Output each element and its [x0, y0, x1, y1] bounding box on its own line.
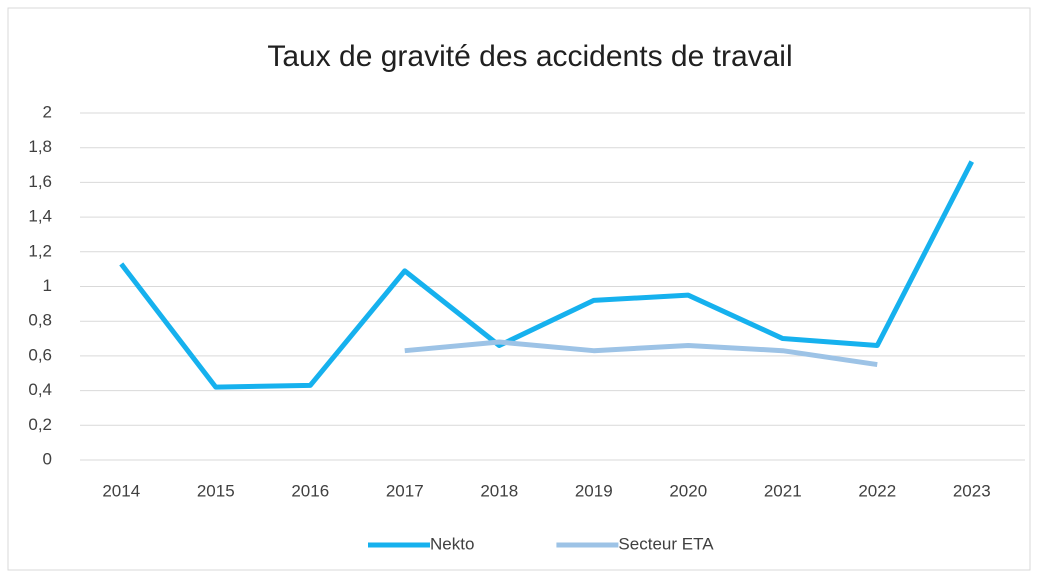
- chart-title: Taux de gravité des accidents de travail: [267, 40, 792, 73]
- x-tick-label: 2014: [102, 481, 140, 500]
- x-tick-label: 2023: [953, 481, 991, 500]
- y-tick-label: 1: [43, 276, 52, 295]
- y-tick-label: 1,8: [28, 137, 52, 156]
- y-tick-label: 1,4: [28, 207, 52, 226]
- y-tick-label: 0,8: [28, 311, 52, 330]
- y-tick-label: 2: [43, 102, 52, 121]
- x-tick-label: 2016: [291, 481, 329, 500]
- x-tick-label: 2019: [575, 481, 613, 500]
- y-tick-label: 0,6: [28, 345, 52, 364]
- line-series: [404, 339, 878, 368]
- y-tick-label: 1,2: [28, 241, 52, 260]
- x-tick-label: 2021: [764, 481, 802, 500]
- legend-label: Nekto: [430, 534, 474, 553]
- x-tick-label: 2022: [858, 481, 896, 500]
- x-tick-label: 2020: [669, 481, 707, 500]
- y-tick-label: 0,2: [28, 415, 52, 434]
- x-tick-label: 2018: [480, 481, 518, 500]
- chart-border: [7, 7, 1031, 571]
- x-tick-label: 2015: [197, 481, 235, 500]
- legend-label: Secteur ETA: [618, 534, 714, 553]
- y-tick-label: 0: [43, 449, 52, 468]
- x-tick-label: 2017: [386, 481, 424, 500]
- y-tick-label: 1,6: [28, 172, 52, 191]
- y-tick-label: 0,4: [28, 380, 52, 399]
- line-series: [119, 160, 974, 390]
